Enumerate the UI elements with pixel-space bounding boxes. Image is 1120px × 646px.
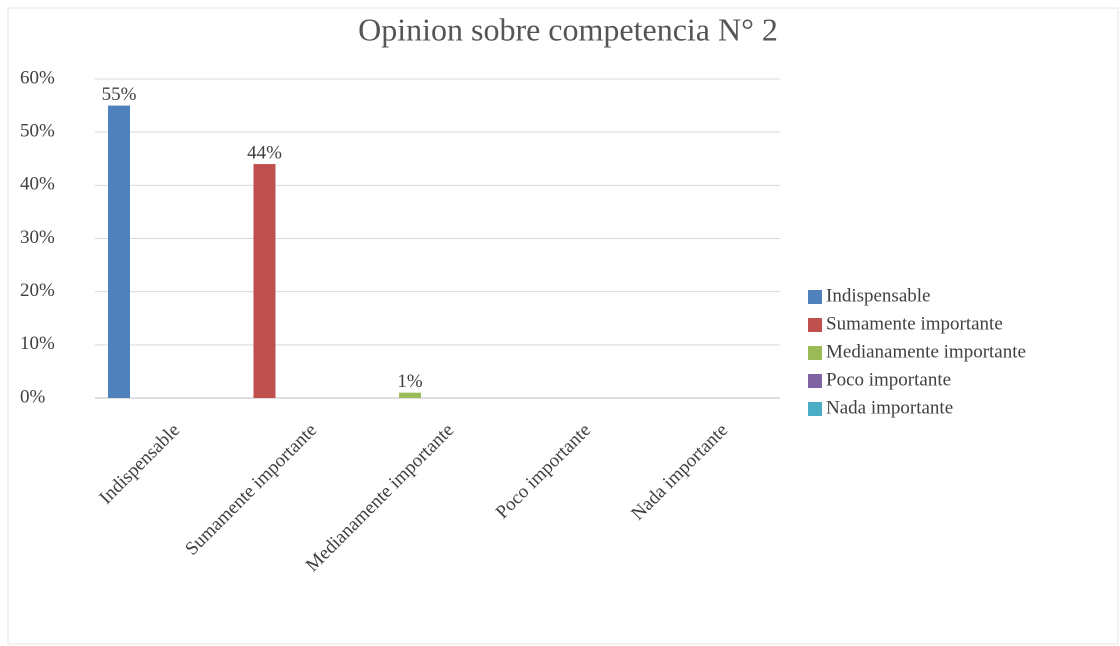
y-tick-label: 20% [20, 280, 55, 301]
legend-swatch [808, 374, 822, 388]
x-tick-label: Sumamente importante [181, 420, 321, 560]
legend-label: Nada importante [826, 397, 953, 418]
legend-swatch [808, 346, 822, 360]
bar [253, 164, 276, 398]
bar [399, 392, 421, 398]
y-tick-label: 30% [20, 227, 55, 248]
y-tick-label: 40% [20, 174, 55, 195]
legend-label: Poco importante [826, 369, 951, 390]
data-label: 44% [247, 142, 282, 163]
legend-label: Indispensable [826, 285, 930, 306]
data-label: 55% [102, 84, 137, 105]
x-tick-label: Medianamente importante [302, 420, 458, 576]
y-tick-label: 50% [20, 121, 55, 142]
y-tick-label: 60% [20, 67, 55, 88]
legend-swatch [808, 402, 822, 416]
legend-label: Sumamente importante [826, 313, 1003, 334]
bar [108, 105, 130, 398]
y-tick-label: 10% [20, 333, 55, 354]
x-tick-label: Poco importante [492, 420, 595, 523]
chart-frame [7, 7, 1119, 645]
x-tick-label: Nada importante [627, 420, 732, 525]
legend-label: Medianamente importante [826, 341, 1026, 362]
legend-swatch [808, 290, 822, 304]
data-label: 1% [397, 371, 423, 392]
x-tick-label: Indispensable [95, 420, 184, 509]
legend-swatch [808, 318, 822, 332]
y-tick-label: 0% [20, 386, 46, 407]
chart-title: Opinion sobre competencia N° 2 [358, 11, 778, 47]
